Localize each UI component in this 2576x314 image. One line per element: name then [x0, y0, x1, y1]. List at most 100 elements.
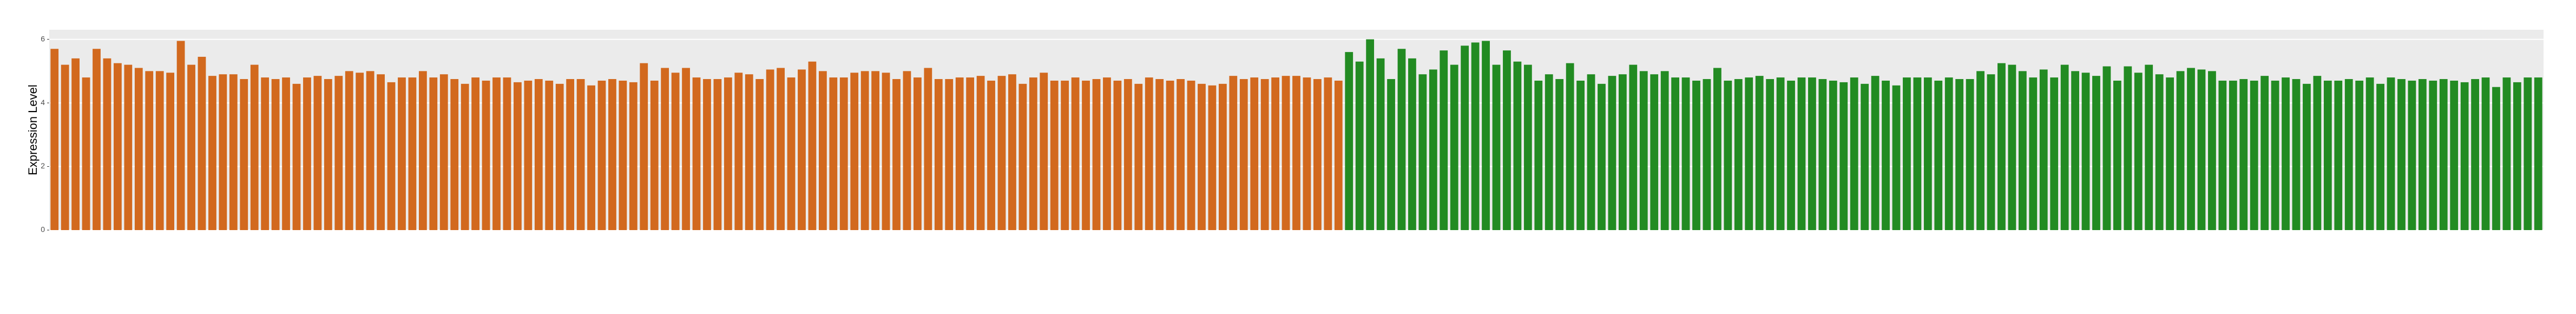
bar: [1503, 50, 1511, 230]
bar: [2334, 80, 2343, 230]
bar: [2081, 73, 2090, 231]
bar: [2282, 77, 2290, 230]
bar: [1440, 50, 1448, 230]
bar: [976, 76, 985, 230]
bar: [313, 76, 322, 230]
bar: [2166, 77, 2174, 230]
bar: [1934, 80, 1943, 230]
bar: [1123, 79, 1132, 231]
bar: [1145, 77, 1153, 230]
bar: [566, 79, 575, 231]
bar: [2060, 64, 2069, 230]
bar: [882, 73, 890, 231]
bar: [1944, 77, 1953, 230]
bar: [1418, 74, 1427, 230]
bar: [545, 80, 554, 230]
bar: [2092, 76, 2100, 230]
bar: [387, 82, 396, 230]
bar: [713, 79, 722, 231]
bar: [155, 71, 164, 230]
bar: [418, 71, 427, 230]
bar: [1839, 82, 1848, 230]
bar: [860, 71, 869, 230]
bar: [1029, 77, 1037, 230]
bar: [1040, 73, 1048, 231]
bar: [1681, 77, 1690, 230]
y-axis-label: Expression Level: [26, 84, 40, 175]
bar: [1734, 79, 1743, 231]
bar: [50, 49, 59, 230]
bar: [324, 79, 332, 231]
bar: [692, 77, 701, 230]
bar: [2365, 77, 2374, 230]
y-tick-label: 4: [41, 98, 45, 107]
bar: [1724, 80, 1732, 230]
bar: [2229, 80, 2237, 230]
bar: [2439, 79, 2448, 231]
bar: [1450, 64, 1458, 230]
bar: [439, 74, 448, 230]
bar: [903, 71, 911, 230]
bar: [534, 79, 543, 231]
y-tick-label: 2: [41, 161, 45, 170]
bar: [1482, 41, 1490, 231]
bar: [219, 74, 227, 230]
bar: [2355, 80, 2364, 230]
bar: [1818, 79, 1827, 231]
bar: [1755, 76, 1764, 230]
bar: [124, 64, 133, 230]
bar: [292, 83, 301, 231]
bar: [1871, 76, 1880, 230]
bar: [1282, 76, 1290, 230]
bar: [2429, 80, 2437, 230]
bar: [1103, 77, 1111, 230]
bar: [2524, 77, 2532, 230]
bar: [629, 82, 638, 230]
bar: [1892, 85, 1901, 230]
bar: [1166, 80, 1174, 230]
bar: [2187, 68, 2195, 230]
bar: [1113, 80, 1122, 230]
bar: [2513, 82, 2521, 230]
bar: [1292, 76, 1300, 230]
bar: [1923, 77, 1932, 230]
bar: [1218, 83, 1227, 231]
bar: [661, 68, 669, 230]
bar: [2145, 64, 2153, 230]
bar: [924, 68, 932, 230]
bar: [1250, 77, 1259, 230]
bar: [1239, 79, 1248, 231]
bar: [766, 69, 774, 230]
bar: [2471, 79, 2479, 231]
bar: [587, 85, 595, 230]
bar: [471, 77, 480, 230]
bar: [377, 74, 385, 230]
bar: [808, 61, 817, 230]
bar: [1808, 77, 1816, 230]
bar: [229, 74, 238, 230]
bar: [1598, 83, 1606, 231]
bar: [1092, 79, 1101, 231]
bar: [650, 80, 659, 230]
bar: [1882, 80, 1890, 230]
bar: [2303, 83, 2311, 231]
bar: [914, 77, 922, 230]
y-tick-label: 6: [41, 34, 45, 43]
bar: [2239, 79, 2248, 231]
bar: [145, 71, 154, 230]
bar: [2408, 80, 2416, 230]
bar: [1492, 64, 1501, 230]
bar: [1545, 74, 1553, 230]
bar: [524, 80, 533, 230]
bar: [187, 64, 195, 230]
bar: [1177, 79, 1185, 231]
bar: [334, 76, 343, 230]
bar: [1587, 74, 1595, 230]
y-tick-label: 0: [41, 225, 45, 234]
bar: [1776, 77, 1785, 230]
bar: [408, 77, 417, 230]
bar: [1366, 39, 1375, 230]
bar: [671, 73, 680, 231]
bar: [745, 74, 753, 230]
bar: [934, 79, 943, 231]
